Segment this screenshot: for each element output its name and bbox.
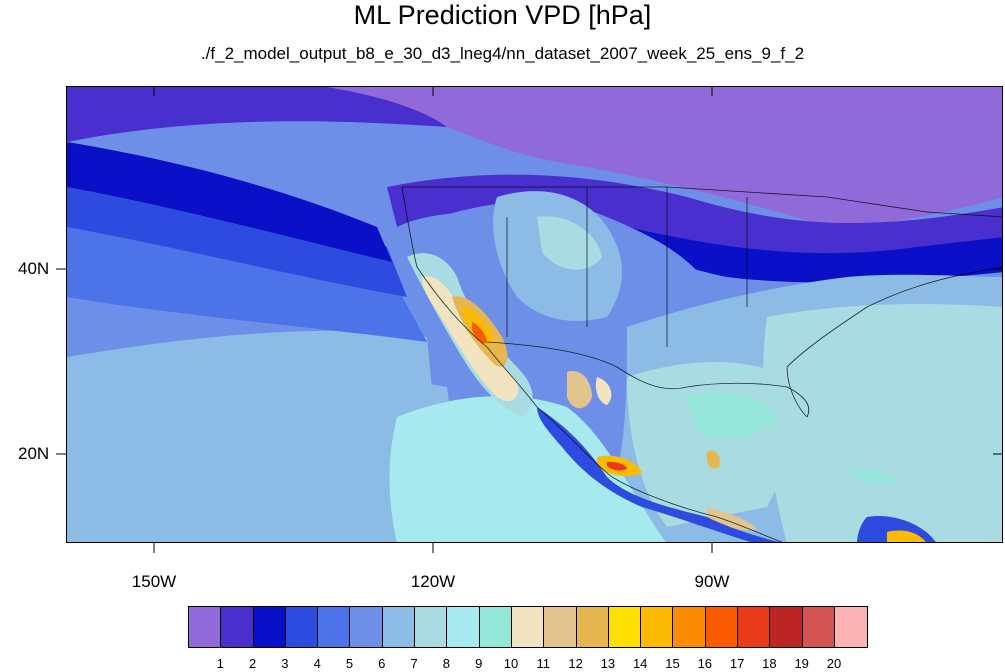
map-subtitle: ./f_2_model_output_b8_e_30_d3_lneg4/nn_d… [200,44,805,63]
lat-label-20n: 20N [18,444,50,463]
colorbar [188,606,869,648]
colorbar-tick-label: 8 [442,656,451,671]
colorbar-tick-label: 14 [632,656,648,671]
lon-label-150w: 150W [131,572,177,591]
colorbar-swatch [576,607,609,647]
colorbar-swatch [479,607,512,647]
colorbar-swatch [189,607,222,647]
colorbar-swatch [253,607,286,647]
colorbar-swatch [738,607,771,647]
colorbar-tick-label: 10 [503,656,519,671]
colorbar-swatch [415,607,448,647]
colorbar-swatch [608,607,642,647]
colorbar-tick-label: 11 [536,656,551,671]
colorbar-swatch [382,607,416,647]
colorbar-tick-label: 1 [216,656,224,671]
colorbar-swatch [673,607,706,647]
colorbar-tick-label: 15 [665,656,680,671]
colorbar-tick-label: 7 [410,656,418,671]
colorbar-swatch [770,607,803,647]
colorbar-tick-label: 12 [568,656,583,671]
colorbar-swatch [511,607,545,647]
colorbar-tick-label: 3 [281,656,289,671]
colorbar-swatch [318,607,351,647]
lon-label-90w: 90W [694,572,730,591]
colorbar-swatch [221,607,254,647]
colorbar-tick-label: 17 [729,656,745,671]
colorbar-swatch [802,607,835,647]
colorbar-tick-label: 4 [313,656,321,671]
colorbar-swatch [544,607,577,647]
colorbar-swatch [834,607,868,647]
colorbar-tick-label: 2 [248,656,257,671]
colorbar-tick-label: 18 [762,656,777,671]
vpd-field-map [67,87,1002,542]
colorbar-tick-label: 6 [378,656,386,671]
colorbar-tick-label: 5 [345,656,354,671]
lat-label-40n: 40N [18,259,50,278]
map-plot-area [66,86,1003,543]
colorbar-tick-label: 16 [697,656,713,671]
colorbar-tick-label: 20 [826,656,842,671]
colorbar-tick-label: 13 [600,656,616,671]
colorbar-swatch [705,607,739,647]
colorbar-swatch [447,607,480,647]
colorbar-swatch [350,607,383,647]
lon-label-120w: 120W [410,572,456,591]
colorbar-tick-label: 19 [794,656,809,671]
colorbar-swatch [285,607,319,647]
colorbar-tick-label: 9 [475,656,483,671]
colorbar-swatch [641,607,674,647]
map-title: ML Prediction VPD [hPa] [353,0,652,30]
